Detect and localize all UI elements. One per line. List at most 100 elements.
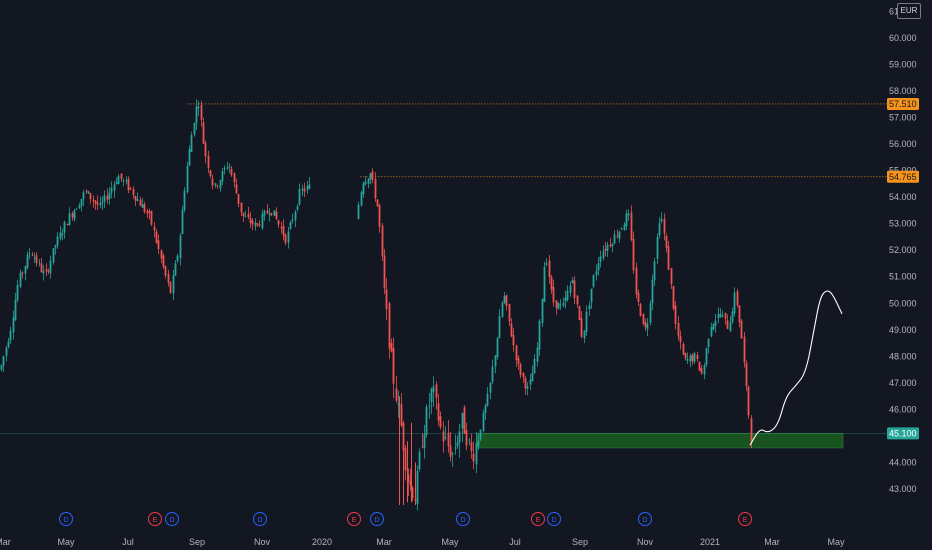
event-marker-label: D <box>374 517 379 524</box>
earnings-event-marker[interactable] <box>531 512 545 526</box>
candle-body <box>627 213 630 216</box>
candle-body <box>214 183 217 186</box>
y-tick-label: 55.000 <box>889 166 917 176</box>
candle-body <box>244 216 247 218</box>
candle-body <box>425 406 428 435</box>
candle-body <box>150 211 153 225</box>
candle-body <box>233 173 236 183</box>
candle-body <box>439 416 442 428</box>
candle-body <box>461 412 464 429</box>
earnings-event-marker[interactable] <box>148 512 162 526</box>
y-tick-label: 49.000 <box>889 325 917 335</box>
support-zone[interactable] <box>476 433 844 449</box>
candle-body <box>21 272 24 274</box>
candle-body <box>458 431 461 443</box>
candle-body <box>428 405 431 407</box>
candle-body <box>468 439 471 441</box>
candle-body <box>101 202 104 204</box>
candle-body <box>637 293 640 302</box>
candle-body <box>268 213 271 216</box>
candle-body <box>649 303 652 323</box>
earnings-event-marker[interactable] <box>347 512 361 526</box>
dividend-event-marker[interactable] <box>253 512 267 526</box>
dividend-event-marker[interactable] <box>370 512 384 526</box>
candle-body <box>616 235 619 237</box>
currency-badge[interactable]: EUR <box>897 3 921 19</box>
candle-body <box>646 323 649 330</box>
dividend-event-marker[interactable] <box>638 512 652 526</box>
candle-body <box>442 431 445 442</box>
candle-body <box>658 223 661 236</box>
candle-body <box>96 202 99 205</box>
candle-body <box>508 303 511 322</box>
candle-body <box>456 442 459 447</box>
time-axis[interactable] <box>0 533 887 550</box>
candle-body <box>489 382 492 393</box>
candle-body <box>517 358 520 364</box>
candle-body <box>298 189 301 205</box>
candle-body <box>266 210 269 214</box>
x-tick-label: Mar <box>0 537 11 547</box>
price-level-tag <box>887 427 919 440</box>
candle-body <box>392 348 395 384</box>
candle-body <box>223 168 226 170</box>
candle-body <box>482 412 485 432</box>
candle-body <box>447 432 450 447</box>
candle-body <box>703 365 706 375</box>
candle-body <box>141 204 144 208</box>
candle-body <box>381 225 384 257</box>
dividend-event-marker[interactable] <box>165 512 179 526</box>
candle-body <box>132 189 135 195</box>
candle-body <box>498 316 501 339</box>
candle-body <box>68 213 71 225</box>
candles-layer <box>0 99 753 511</box>
candle-body <box>261 214 264 229</box>
candle-body <box>357 204 360 219</box>
candle-body <box>374 178 377 199</box>
event-marker-label: D <box>169 517 174 524</box>
candle-body <box>620 228 623 230</box>
y-tick-label: 48.000 <box>889 351 917 361</box>
candle-body <box>418 452 421 470</box>
price-axis[interactable] <box>887 0 932 550</box>
candle-body <box>5 347 8 356</box>
dividend-event-marker[interactable] <box>59 512 73 526</box>
candle-body <box>174 263 177 276</box>
candle-body <box>254 222 257 227</box>
candle-body <box>169 281 172 293</box>
candle-body <box>663 219 666 234</box>
projection-path[interactable] <box>749 290 843 446</box>
dividend-event-marker[interactable] <box>456 512 470 526</box>
candle-body <box>660 218 663 222</box>
y-tick-label: 56.000 <box>889 139 917 149</box>
candle-body <box>689 355 692 362</box>
candle-body <box>463 407 466 434</box>
candle-body <box>421 446 424 448</box>
candle-body <box>108 192 111 199</box>
dividend-event-marker[interactable] <box>547 512 561 526</box>
candle-body <box>550 276 553 290</box>
event-marker-label: D <box>257 517 262 524</box>
candle-body <box>432 386 435 392</box>
candle-body <box>127 178 130 191</box>
candle-body <box>597 262 600 271</box>
earnings-event-marker[interactable] <box>738 512 752 526</box>
candle-body <box>197 106 200 109</box>
candle-body <box>611 244 614 247</box>
candle-body <box>733 292 736 314</box>
candle-body <box>533 359 536 374</box>
candle-body <box>743 336 746 363</box>
candle-body <box>188 149 191 166</box>
candle-body <box>397 403 400 406</box>
event-marker-label: D <box>63 517 68 524</box>
candle-body <box>190 135 193 152</box>
candle-body <box>282 225 285 236</box>
candle-body <box>291 219 294 222</box>
y-tick-label: 57.000 <box>889 112 917 122</box>
candle-body <box>19 272 22 287</box>
candle-body <box>423 434 426 449</box>
candle-body <box>237 193 240 204</box>
candle-body <box>536 347 539 362</box>
candle-body <box>573 280 576 298</box>
